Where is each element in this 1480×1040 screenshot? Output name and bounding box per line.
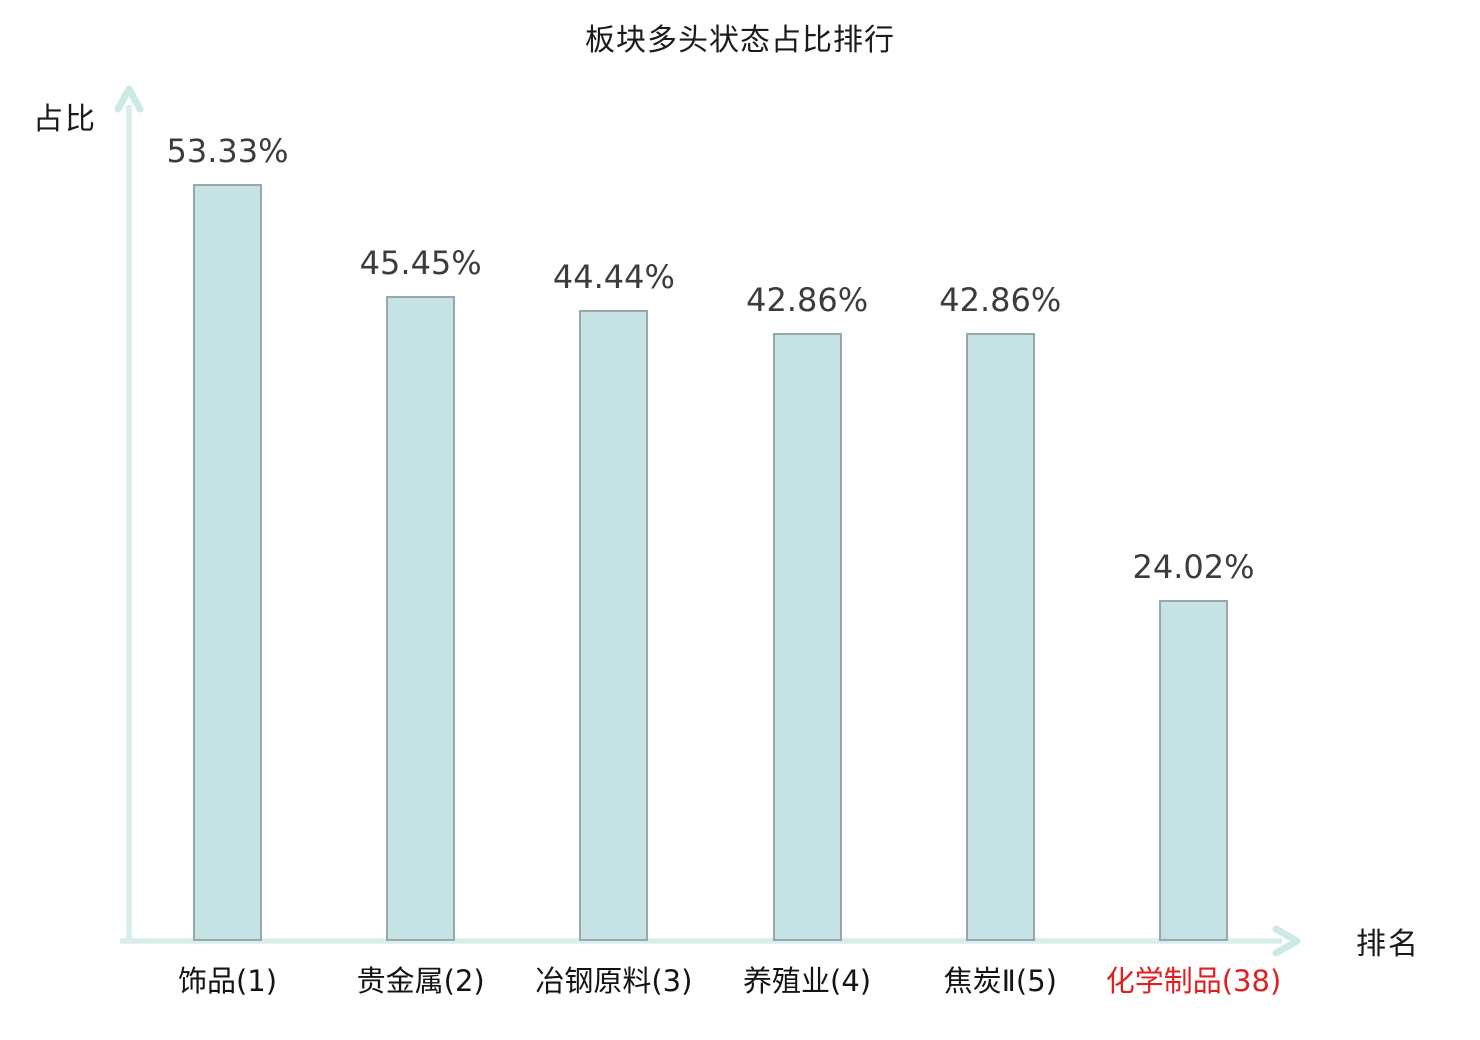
- x-tick-label-1: 饰品(1): [177, 964, 278, 998]
- x-tick-label-6: 化学制品(38): [1105, 964, 1282, 998]
- bar-1: [193, 184, 262, 941]
- bar-6: [1159, 600, 1228, 941]
- x-tick-label-2: 贵金属(2): [356, 964, 485, 998]
- bar-3: [579, 310, 649, 941]
- value-label-4: 42.86%: [746, 281, 869, 319]
- bar-5: [965, 333, 1035, 941]
- x-tick-label-4: 养殖业(4): [743, 964, 872, 998]
- x-axis-label: 排名: [1356, 927, 1420, 962]
- x-tick-label-3: 冶钢原料(3): [535, 964, 693, 998]
- value-label-1: 53.33%: [166, 132, 289, 170]
- value-label-5: 42.86%: [939, 281, 1062, 319]
- x-tick-label-5: 焦炭Ⅱ(5): [943, 964, 1057, 998]
- bar-2: [386, 296, 456, 941]
- value-label-2: 45.45%: [359, 244, 482, 282]
- chart-title: 板块多头状态占比排行: [585, 23, 895, 58]
- bar-4: [772, 333, 842, 941]
- y-axis-label: 占比: [33, 102, 97, 137]
- value-label-3: 44.44%: [552, 258, 675, 296]
- y-axis-arrow-icon: [114, 85, 144, 113]
- x-axis-arrow-icon: [1272, 925, 1301, 957]
- value-label-6: 24.02%: [1132, 548, 1255, 586]
